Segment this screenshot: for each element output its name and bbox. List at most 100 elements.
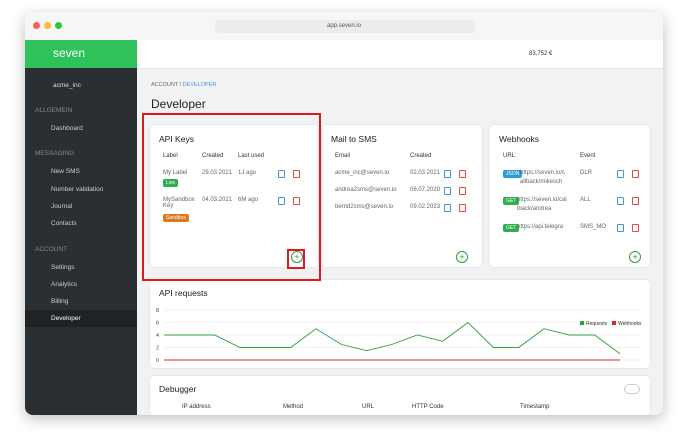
nav-item[interactable]: Journal	[51, 202, 73, 210]
delete-button[interactable]	[632, 170, 639, 178]
section-title: ALLGEMEIN	[35, 107, 73, 114]
column-header: Created	[202, 153, 224, 159]
window: app.seven.io seven 83,752 € ACCOUNT / DE…	[25, 12, 663, 415]
chart: 0 2 4 6 8 Requests Webhooks	[156, 308, 642, 364]
column-header: IP address	[182, 404, 211, 410]
method-badge: GET	[503, 197, 520, 205]
key-badge: Sandbox	[163, 214, 189, 222]
close-button[interactable]	[33, 22, 40, 29]
edit-button[interactable]	[278, 170, 285, 178]
created: 02.03.2021	[410, 170, 441, 176]
sidebar	[25, 40, 137, 415]
address-bar[interactable]	[215, 20, 475, 33]
url: app.seven.io	[327, 23, 362, 29]
email: acme_inc@seven.io	[335, 170, 390, 176]
delete-button[interactable]	[459, 170, 466, 178]
edit-button[interactable]	[278, 197, 285, 205]
page-title: Developer	[151, 97, 206, 111]
card-title: API requests	[159, 288, 208, 298]
series-line	[164, 321, 621, 355]
nav-item[interactable]: New SMS	[51, 168, 80, 176]
logo-bar: seven	[25, 40, 137, 68]
mail-to-sms-card: Mail to SMS Email Created acme_inc@seven.io…	[322, 125, 482, 267]
nav-item[interactable]: Billing	[51, 298, 69, 306]
edit-button[interactable]	[444, 204, 451, 212]
delete-button[interactable]	[459, 204, 466, 212]
y-tick-label: 8	[156, 308, 159, 314]
delete-button[interactable]	[293, 170, 300, 178]
legend-swatch	[580, 321, 584, 325]
column-header: Last used	[238, 153, 265, 159]
delete-button[interactable]	[632, 224, 639, 232]
column-header: URL	[503, 153, 516, 159]
topbar: 83,752 €	[137, 40, 663, 69]
account-name[interactable]: acme_inc	[53, 82, 81, 89]
email: bernd2sms@seven.io	[335, 204, 394, 210]
delete-button[interactable]	[293, 197, 300, 205]
event: ALL	[580, 197, 591, 203]
y-tick-label: 0	[156, 358, 159, 364]
breadcrumb-item[interactable]: ACCOUNT	[151, 82, 179, 88]
webhook-url: https://seven.io/callback/mikesch	[520, 170, 566, 185]
key-label: MySandboxKey	[163, 197, 195, 209]
webhooks-card: Webhooks URL Event JSON https://seven.io/cal…	[490, 125, 650, 267]
last-used: 1J ago	[238, 170, 257, 176]
delete-button[interactable]	[632, 197, 639, 205]
active-item-bg	[25, 310, 137, 328]
breadcrumb: ACCOUNT / DEVELOPER	[151, 82, 216, 88]
card-title: Mail to SMS	[331, 134, 377, 144]
edit-button[interactable]	[444, 170, 451, 178]
column-header: Method	[283, 404, 304, 410]
column-header: Label	[163, 153, 178, 159]
email: andrea2sms@seven.io	[335, 187, 397, 193]
nav-item[interactable]: Contacts	[51, 220, 77, 228]
toggle[interactable]	[624, 384, 640, 394]
edit-button[interactable]	[617, 170, 624, 178]
minimize-button[interactable]	[44, 22, 51, 29]
zoom-button[interactable]	[55, 22, 62, 29]
card-title: Debugger	[159, 384, 197, 394]
balance: 83,752 €	[529, 51, 553, 57]
method-badge: JSON	[503, 170, 523, 178]
card-title: API Keys	[159, 134, 194, 144]
breadcrumb-separator: /	[179, 82, 182, 88]
webhook-url: https://api.telegra	[517, 224, 564, 230]
nav-item[interactable]: Dashboard	[51, 125, 83, 132]
webhook-url: https://seven.io/callback/andrea	[517, 197, 567, 212]
edit-button[interactable]	[617, 197, 624, 205]
section-title: MESSAGING	[35, 150, 75, 158]
created: 06.07.2020	[410, 187, 441, 193]
logo[interactable]: seven	[53, 46, 86, 60]
nav-item[interactable]: Number validation	[51, 185, 104, 193]
add-button[interactable]: +	[456, 251, 468, 263]
legend-label: Webhooks	[618, 321, 642, 327]
key-badge: Live	[163, 179, 179, 187]
delete-button[interactable]	[459, 187, 466, 195]
created: 09.02.2023	[410, 204, 441, 210]
column-header: Timestamp	[520, 404, 550, 410]
event: SMS_MO	[580, 224, 607, 230]
event: DLR	[580, 170, 593, 176]
key-label: My Label	[163, 170, 188, 176]
legend-label: Requests	[586, 321, 608, 327]
add-button[interactable]: +	[291, 251, 303, 263]
breadcrumb-item: DEVELOPER	[182, 82, 217, 88]
legend-swatch	[612, 321, 616, 325]
y-tick-label: 4	[156, 333, 159, 339]
created: 04.03.2021	[202, 197, 233, 203]
edit-button[interactable]	[444, 187, 451, 195]
highlight-box	[287, 249, 305, 269]
last-used: 6M ago	[238, 197, 259, 203]
debugger-card: Debugger IP address Method URL HTTP Code Time…	[150, 376, 650, 415]
created: 29.03.2021	[202, 170, 233, 176]
nav-item[interactable]: Settings	[51, 263, 75, 271]
add-button[interactable]: +	[629, 251, 641, 263]
column-header: Email	[335, 153, 351, 159]
nav-item[interactable]: Analytics	[51, 280, 78, 288]
edit-button[interactable]	[617, 224, 624, 232]
column-header: Event	[580, 153, 596, 159]
section-title: ACCOUNT	[35, 245, 68, 253]
browser-toolbar: app.seven.io	[25, 12, 663, 41]
nav-item[interactable]: Developer	[51, 315, 81, 323]
